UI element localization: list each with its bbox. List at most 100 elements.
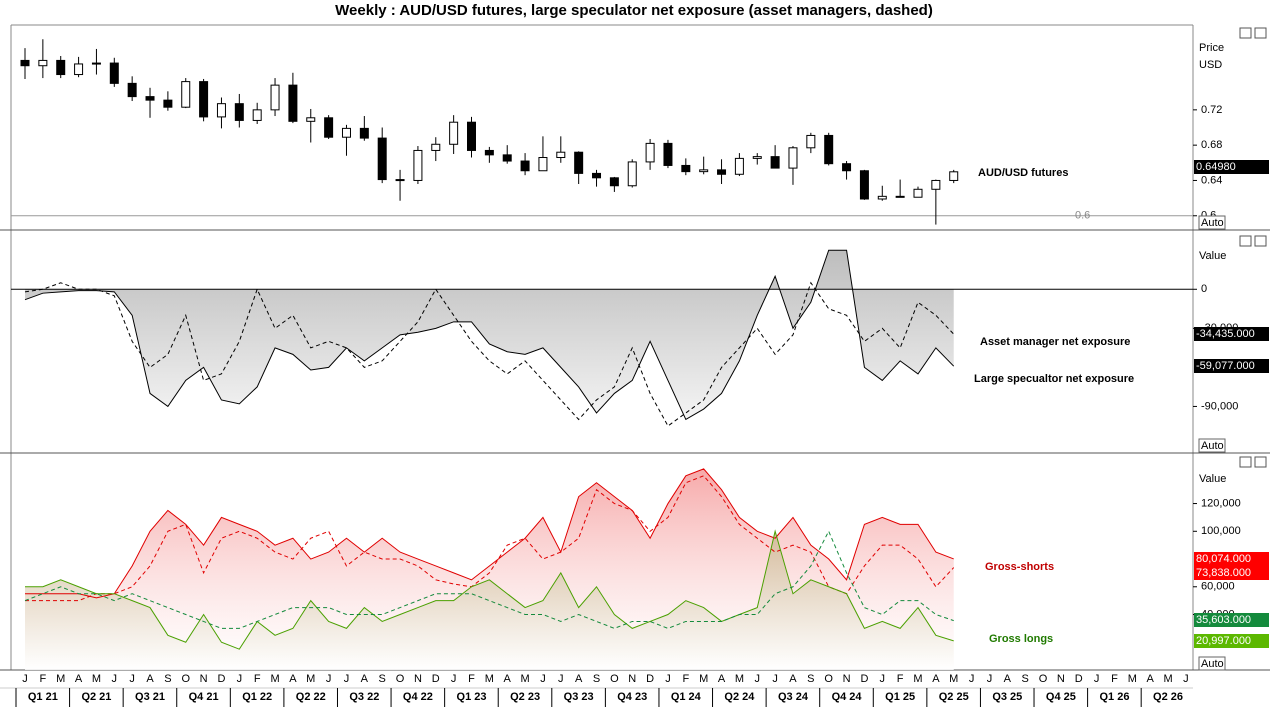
month-label: S [379, 673, 386, 685]
y-tick-label: 0.72 [1201, 104, 1222, 116]
candle-body [467, 121, 476, 151]
candle-body [770, 156, 780, 169]
candle-body [127, 82, 137, 98]
last-value-label: -59,077.000 [1196, 360, 1255, 372]
last-value-label: -34,435.000 [1196, 328, 1255, 340]
quarter-label: Q1 22 [242, 691, 272, 703]
y-tick-label: 0.64 [1201, 174, 1222, 186]
quarter-label: Q1 21 [28, 691, 58, 703]
series-line [25, 475, 955, 602]
candle-body [806, 134, 816, 149]
area [25, 250, 954, 420]
window-buttons[interactable] [1239, 27, 1267, 468]
legend-label: Gross-shorts [985, 561, 1054, 573]
candle-body [181, 81, 191, 108]
quarter-label: Q2 23 [510, 691, 540, 703]
quarter-label: Q1 26 [1099, 691, 1129, 703]
quarter-label: Q3 22 [349, 691, 379, 703]
month-label: J [987, 673, 993, 685]
candle-body [38, 59, 48, 67]
month-label: F [1111, 673, 1118, 685]
quarter-label: Q2 26 [1153, 691, 1183, 703]
month-label: O [824, 673, 833, 685]
candle-body [341, 127, 351, 138]
auto-button-label[interactable]: Auto [1201, 658, 1224, 670]
quarter-label: Q1 25 [885, 691, 915, 703]
series-label: AUD/USD futures [978, 167, 1068, 179]
month-label: J [665, 673, 671, 685]
auto-button[interactable] [1198, 438, 1226, 453]
month-label: D [432, 673, 440, 685]
last-value-tag [1194, 160, 1269, 174]
last-value-tag [1194, 359, 1269, 373]
month-label: A [1004, 673, 1012, 685]
month-label: F [254, 673, 261, 685]
last-value-tag [1194, 552, 1269, 566]
candle-body [91, 62, 101, 65]
candle-body [895, 195, 905, 198]
month-label: M [913, 673, 922, 685]
candle-body [752, 156, 762, 159]
month-label: A [289, 673, 297, 685]
candle-body [734, 157, 744, 175]
legend-label: Gross longs [989, 633, 1053, 645]
candle-body [324, 117, 334, 138]
candle-body [931, 179, 941, 190]
candle-body [56, 59, 66, 76]
candle-body [252, 109, 262, 121]
month-label: D [1075, 673, 1083, 685]
candle-body [913, 188, 923, 198]
last-value-label: 80,074.000 [1196, 553, 1251, 565]
month-label: M [306, 673, 315, 685]
auto-button[interactable] [1198, 215, 1226, 230]
month-label: J [1094, 673, 1100, 685]
candle-body [163, 99, 173, 108]
month-label: O [181, 673, 190, 685]
month-label: M [270, 673, 279, 685]
candle-body [949, 171, 959, 181]
reference-label: 0.6 [1075, 210, 1090, 222]
candle-body [788, 147, 798, 169]
month-label: D [860, 673, 868, 685]
month-label: O [610, 673, 619, 685]
candle-body [377, 137, 387, 181]
y-tick-label: 120,000 [1201, 497, 1241, 509]
series-line [24, 249, 955, 421]
month-label: A [575, 673, 583, 685]
month-label: M [1163, 673, 1172, 685]
auto-button-label[interactable]: Auto [1201, 440, 1224, 452]
candle-body [842, 163, 852, 172]
auto-button[interactable] [1198, 656, 1226, 671]
auto-button-label[interactable]: Auto [1201, 217, 1224, 229]
quarter-label: Q2 22 [296, 691, 326, 703]
candle-body [681, 164, 691, 173]
last-value-label: 73,838.000 [1196, 567, 1251, 579]
month-label: J [451, 673, 457, 685]
month-label: J [969, 673, 975, 685]
month-label: M [949, 673, 958, 685]
axis-unit: USD [1199, 59, 1222, 71]
quarter-label: Q2 25 [939, 691, 969, 703]
last-value-tag [1194, 613, 1269, 627]
candle-body [431, 143, 441, 151]
month-label: M [520, 673, 529, 685]
candle-body [538, 157, 548, 172]
month-label: J [112, 673, 118, 685]
y-tick-label: -90,000 [1201, 400, 1238, 412]
quarter-label: Q4 23 [617, 691, 647, 703]
y-tick-label: 60,000 [1201, 581, 1235, 593]
candle-body [145, 96, 155, 101]
candle-body [199, 81, 209, 118]
month-label: M [56, 673, 65, 685]
month-label: J [558, 673, 564, 685]
quarter-label: Q3 23 [564, 691, 594, 703]
candle-body [74, 63, 84, 76]
month-label: N [414, 673, 422, 685]
month-label: N [628, 673, 636, 685]
candle-body [359, 127, 369, 139]
candle-body [413, 149, 423, 181]
last-value-tag [1194, 634, 1269, 648]
candle-body [520, 160, 530, 172]
quarter-label: Q3 21 [135, 691, 165, 703]
